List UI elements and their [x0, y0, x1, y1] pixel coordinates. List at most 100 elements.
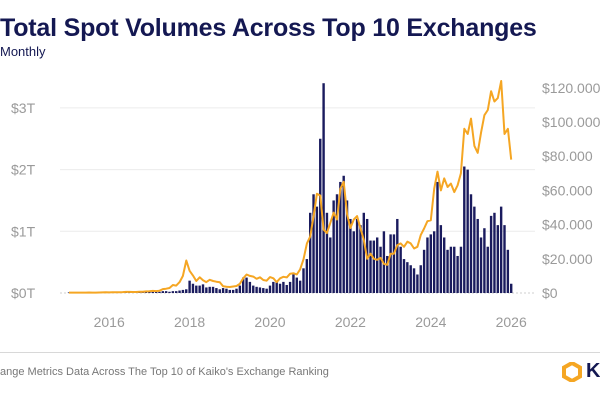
volume-bar — [332, 200, 335, 293]
left-tick-label: $1T — [11, 223, 36, 239]
x-tick-label: 2018 — [174, 314, 205, 330]
right-tick-label: $60.000 — [542, 182, 593, 198]
volume-bar — [319, 138, 322, 293]
kaiko-hexagon-icon — [562, 361, 582, 382]
volume-bar — [285, 284, 288, 293]
right-tick-label: $100.000 — [542, 114, 600, 130]
volume-bar — [258, 287, 262, 293]
volume-bar — [510, 283, 513, 293]
volume-bar — [369, 240, 372, 293]
volume-bar — [151, 291, 154, 293]
footer-divider — [0, 352, 600, 353]
volume-bar — [446, 249, 449, 293]
volume-bar — [459, 246, 463, 293]
volume-bar — [188, 280, 191, 293]
volume-bar — [238, 285, 242, 293]
volume-bar — [499, 206, 503, 293]
volume-bar — [268, 285, 272, 293]
volume-bar — [449, 246, 453, 293]
x-tick-label: 2024 — [415, 314, 446, 330]
volume-bar — [335, 194, 339, 293]
volume-bar — [376, 237, 379, 293]
volume-bar — [503, 225, 506, 293]
volume-bar — [406, 262, 409, 293]
volume-bar — [181, 289, 185, 293]
volume-bar — [231, 289, 235, 293]
chart-subtitle: Monthly — [0, 44, 46, 59]
volume-bar — [352, 231, 355, 293]
volume-bar — [466, 169, 469, 293]
chart-title: Total Spot Volumes Across Top 10 Exchang… — [0, 14, 537, 42]
volume-bar — [208, 286, 211, 293]
volume-bar — [305, 259, 309, 293]
volume-bar — [426, 237, 429, 293]
volume-bar — [225, 288, 228, 293]
volume-bar — [453, 246, 456, 293]
right-tick-label: $20.000 — [542, 251, 593, 267]
volume-bar — [506, 249, 510, 293]
volume-bar — [171, 291, 175, 293]
right-axis: $0 $20.000 $40.000 $60.000 $80.000 $100.000 $1… — [542, 80, 600, 301]
volume-bar — [359, 225, 362, 293]
volume-bar — [489, 215, 493, 293]
volume-bar — [396, 218, 399, 293]
right-tick-label: $80.000 — [542, 148, 593, 164]
volume-bar — [272, 281, 275, 293]
volume-bar — [228, 289, 231, 293]
volume-bar — [211, 286, 215, 293]
volume-bar — [282, 281, 285, 293]
volume-bar — [201, 284, 205, 293]
volume-bar — [429, 234, 432, 293]
volume-bar — [154, 291, 158, 293]
volume-bar — [265, 288, 268, 293]
volume-bar — [402, 259, 406, 293]
logo-text: K — [586, 360, 600, 382]
volume-bar — [436, 181, 439, 293]
volume-bar — [275, 280, 278, 293]
volume-bar — [312, 194, 315, 293]
price-line — [69, 80, 513, 294]
volume-bar — [215, 288, 218, 293]
volume-bar — [439, 225, 443, 293]
volume-bar — [309, 212, 312, 293]
volume-bar — [345, 200, 349, 293]
volume-bar — [392, 234, 396, 293]
left-tick-label: $2T — [11, 162, 36, 178]
volume-bar — [262, 288, 265, 293]
volume-bar — [295, 277, 298, 293]
volume-bar — [479, 237, 483, 293]
volume-bar — [245, 277, 248, 293]
volume-bar — [476, 218, 479, 293]
volume-bar — [175, 291, 178, 293]
volume-bar — [248, 281, 252, 293]
volume-bar — [164, 291, 168, 293]
left-axis: $0T $1T $2T $3T — [11, 100, 36, 301]
right-tick-label: $40.000 — [542, 217, 593, 233]
volume-bar — [191, 283, 195, 293]
volume-bar — [168, 291, 171, 293]
volume-bar — [325, 212, 329, 293]
x-tick-label: 2022 — [335, 314, 366, 330]
volume-bar — [443, 237, 446, 293]
volume-bar — [362, 212, 365, 293]
volume-bar — [195, 285, 198, 293]
volume-bar — [486, 246, 489, 293]
volume-bar — [221, 288, 225, 293]
right-tick-label: $0 — [542, 285, 558, 301]
x-tick-label: 2020 — [254, 314, 285, 330]
volume-bar — [292, 274, 295, 293]
volume-bar — [409, 265, 412, 293]
x-axis: 2016 2018 2020 2022 2024 2026 — [94, 314, 527, 330]
volume-bars — [67, 83, 513, 293]
volume-bar — [322, 83, 325, 293]
chart: $0T $1T $2T $3T $0 $20.000 $40.000 $60.000 $80.… — [11, 80, 600, 330]
volume-bar — [355, 218, 359, 293]
volume-bar — [473, 206, 476, 293]
volume-bar — [493, 212, 496, 293]
volume-bar — [288, 281, 292, 293]
volume-bar — [372, 240, 376, 293]
volume-bar — [416, 274, 419, 293]
x-tick-label: 2026 — [496, 314, 527, 330]
volume-bar — [185, 289, 188, 293]
volume-bar — [161, 291, 164, 293]
